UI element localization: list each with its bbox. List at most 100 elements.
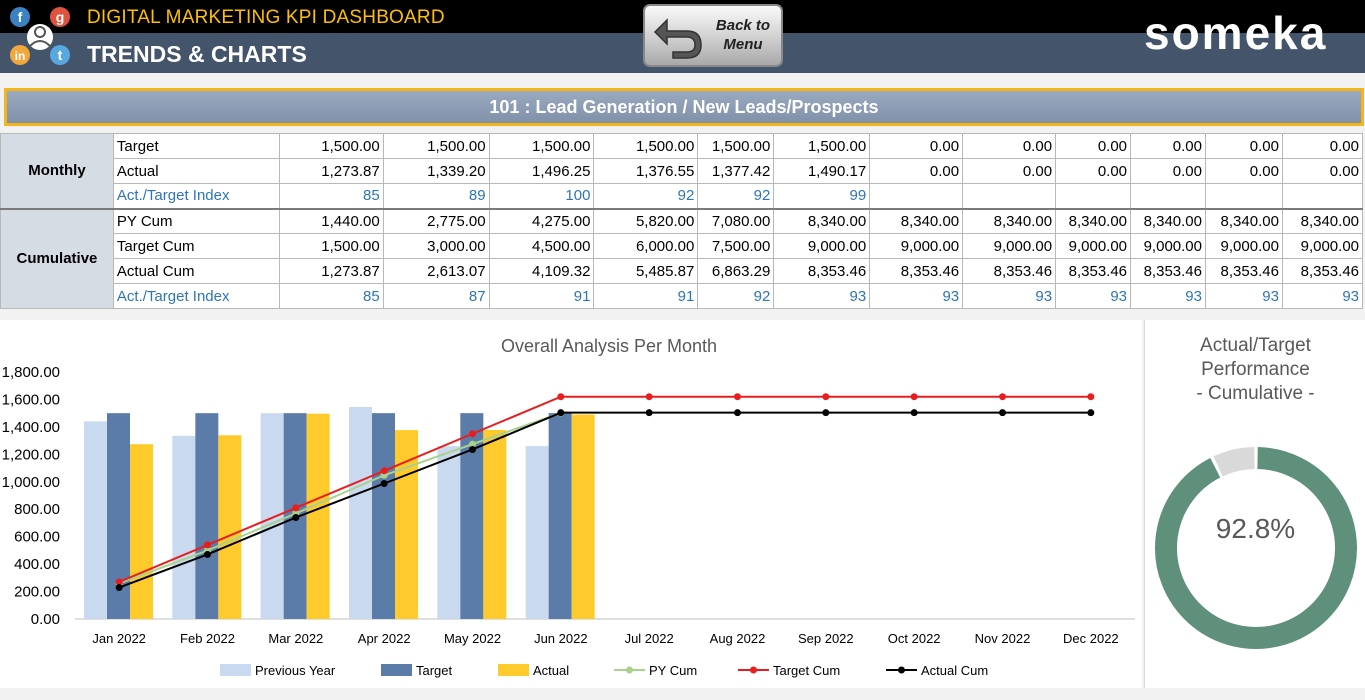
table-cell: 5,820.00 bbox=[593, 207, 699, 234]
table-cell: 8,353.46 bbox=[1204, 258, 1283, 284]
table-cell: 0.00 bbox=[962, 158, 1057, 184]
table-cell: 0.00 bbox=[1204, 133, 1283, 159]
row-label: Act./Target Index bbox=[112, 283, 280, 309]
table-cell: 0.00 bbox=[1281, 133, 1364, 159]
point-actual-cum bbox=[910, 409, 918, 417]
donut-slice-remaining bbox=[1213, 447, 1256, 477]
table-row: Monthly Target 1,500.00 1,500.00 1,500.00 1,5… bbox=[0, 133, 1364, 209]
bar-previous-year bbox=[84, 421, 107, 619]
x-tick-label: Mar 2022 bbox=[268, 631, 323, 646]
table-cell: 8,353.46 bbox=[1281, 258, 1364, 284]
kpi-table: Monthly Target 1,500.00 1,500.00 1,500.00 1,5… bbox=[0, 133, 1364, 309]
table-cell: 0.00 bbox=[1055, 158, 1132, 184]
row-label: Actual bbox=[112, 158, 280, 184]
table-cell: 8,353.46 bbox=[773, 258, 871, 284]
x-tick-label: Apr 2022 bbox=[358, 631, 411, 646]
x-tick-label: Feb 2022 bbox=[180, 631, 235, 646]
table-row: Actual 1,273.87 1,339.20 1,496.25 1,376.55 1,… bbox=[1, 158, 1364, 184]
table-cell: 93 bbox=[773, 283, 871, 309]
point-target-cum bbox=[469, 430, 476, 438]
point-target-cum bbox=[380, 467, 388, 475]
table-cell: 8,353.46 bbox=[962, 258, 1057, 284]
legend-marker-target-cum bbox=[750, 666, 757, 674]
table-cell: 7,080.00 bbox=[697, 207, 775, 234]
bar-previous-year bbox=[260, 413, 284, 619]
back-to-menu-button[interactable]: Back to Menu bbox=[643, 4, 783, 67]
logo-letter-f: f bbox=[18, 9, 23, 25]
legend-label-actual: Actual bbox=[533, 663, 569, 678]
table-cell: 6,000.00 bbox=[593, 233, 699, 259]
table-cell: 9,000.00 bbox=[773, 233, 871, 259]
table-cell: 9,000.00 bbox=[1281, 233, 1364, 259]
table-cell: 1,273.87 bbox=[278, 158, 384, 184]
table-row: Act./Target Index 85 89 100 92 92 99 bbox=[1, 183, 1364, 209]
table-cell: 1,273.87 bbox=[278, 258, 384, 284]
table-cell: 9,000.00 bbox=[1130, 233, 1206, 259]
table-cell: 1,376.55 bbox=[593, 158, 699, 184]
bar-previous-year bbox=[172, 435, 196, 619]
point-actual-cum bbox=[469, 445, 476, 453]
line-actual-cum bbox=[118, 411, 1091, 589]
table-cell: 9,000.00 bbox=[1204, 233, 1283, 259]
table-cell: 4,500.00 bbox=[488, 233, 595, 259]
bar-target bbox=[548, 413, 572, 619]
y-tick-label: 200.00 bbox=[14, 584, 60, 601]
table-cell: 100 bbox=[488, 183, 595, 209]
legend-label-py-cum: PY Cum bbox=[649, 663, 697, 678]
table-cell: 9,000.00 bbox=[869, 233, 964, 259]
table-cell: 0.00 bbox=[1130, 158, 1206, 184]
table-row: Cumulative PY Cum 1,440.00 2,775.00 4,275.00… bbox=[0, 207, 1364, 309]
x-tick-label: Jul 2022 bbox=[625, 631, 674, 646]
table-cell: 85 bbox=[278, 183, 384, 209]
point-target-cum bbox=[115, 578, 123, 586]
x-tick-label: Sep 2022 bbox=[798, 631, 854, 646]
table-cell: 1,500.00 bbox=[488, 133, 595, 159]
table-cell: 93 bbox=[1130, 283, 1206, 309]
legend-swatch-previous-year bbox=[220, 664, 251, 676]
table-cell: 8,353.46 bbox=[1130, 258, 1206, 284]
table-cell: 1,490.17 bbox=[773, 158, 871, 184]
bar-actual bbox=[306, 413, 330, 619]
table-cell bbox=[1130, 183, 1206, 209]
table-cell: 93 bbox=[1281, 283, 1364, 309]
table-cell: 91 bbox=[488, 283, 595, 309]
table-cell bbox=[962, 183, 1057, 209]
table-cell: 0.00 bbox=[1281, 158, 1364, 184]
table-cell: 85 bbox=[278, 283, 384, 309]
point-target-cum bbox=[292, 504, 300, 512]
point-actual-cum bbox=[292, 513, 300, 521]
kpi-selector[interactable]: 101 : Lead Generation / New Leads/Prospe… bbox=[4, 88, 1364, 126]
overall-analysis-chart: Overall Analysis Per Month 0.00 200.00 400.… bbox=[2, 336, 1135, 678]
y-tick-label: 400.00 bbox=[14, 556, 60, 573]
point-target-cum bbox=[999, 393, 1006, 401]
bar-target bbox=[372, 413, 395, 619]
point-actual-cum bbox=[1087, 409, 1095, 417]
legend-swatch-actual bbox=[498, 664, 529, 676]
point-actual-cum bbox=[204, 550, 211, 558]
table-cell: 0.00 bbox=[1130, 133, 1206, 159]
table-cell: 1,500.00 bbox=[278, 133, 384, 159]
table-cell: 8,340.00 bbox=[869, 207, 964, 234]
table-cell: 8,340.00 bbox=[1204, 207, 1283, 234]
table-cell: 92 bbox=[697, 283, 775, 309]
table-cell: 93 bbox=[1204, 283, 1283, 309]
table-cell: 1,377.42 bbox=[697, 158, 775, 184]
table-cell bbox=[869, 183, 964, 209]
table-cell: 99 bbox=[773, 183, 871, 209]
bar-previous-year bbox=[437, 446, 461, 619]
table-cell: 4,275.00 bbox=[488, 207, 595, 234]
back-to-menu-label: Back to Menu bbox=[715, 17, 771, 53]
logo-letter-g: g bbox=[56, 9, 65, 25]
social-logo-icon: f g in t bbox=[10, 7, 70, 65]
bar-actual bbox=[483, 429, 507, 619]
x-tick-label: Dec 2022 bbox=[1063, 631, 1119, 646]
row-label: Act./Target Index bbox=[112, 183, 280, 209]
row-label: PY Cum bbox=[112, 207, 280, 234]
legend-swatch-target bbox=[381, 664, 412, 676]
table-cell: 89 bbox=[382, 183, 490, 209]
line-py-cum bbox=[118, 412, 562, 585]
y-tick-label: 0.00 bbox=[31, 611, 60, 628]
table-cell: 1,339.20 bbox=[382, 158, 490, 184]
row-label: Target bbox=[112, 133, 280, 159]
y-tick-label: 600.00 bbox=[14, 529, 60, 546]
